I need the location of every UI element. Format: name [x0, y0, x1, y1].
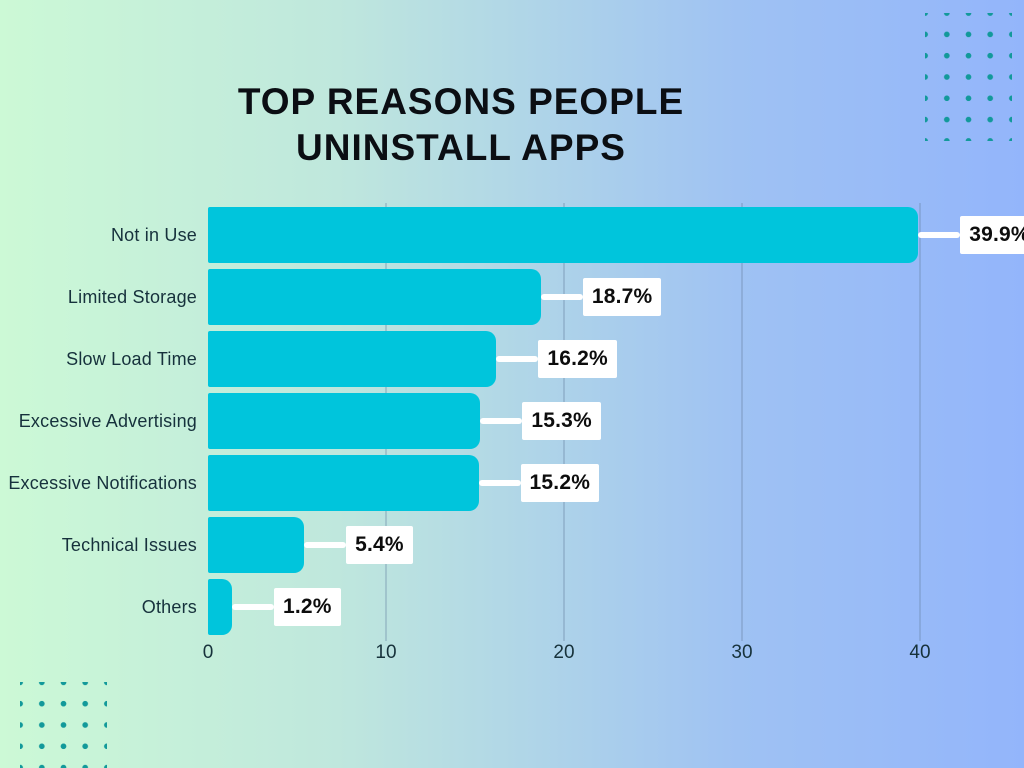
x-axis-tick: 10 [375, 642, 397, 663]
bar-rows: Not in Use 39.9% Limited Storage 18.7% S… [0, 207, 1024, 635]
value-label-box: 16.2% [538, 340, 617, 378]
bar [208, 517, 305, 573]
category-label: Excessive Advertising [18, 410, 197, 431]
bar [208, 455, 479, 511]
bar [208, 393, 481, 449]
value-label: 16.2% [547, 347, 608, 370]
chart-title-line1: TOP REASONS PEOPLE [237, 80, 685, 122]
x-axis-tick: 0 [202, 642, 214, 663]
connector-line [540, 294, 583, 300]
value-label: 18.7% [591, 285, 653, 308]
category-label: Not in Use [110, 224, 197, 245]
x-axis-tick: 20 [553, 642, 575, 663]
value-label-box: 39.9% [960, 216, 1024, 254]
category-label: Others [141, 596, 197, 617]
chart-row: Excessive Notifications 15.2% [0, 455, 1024, 511]
bar [208, 579, 232, 635]
value-label-box: 15.3% [522, 402, 601, 440]
chart-row: Technical Issues 5.4% [0, 517, 1024, 573]
connector-line [304, 542, 347, 548]
decorative-dot-grid-bottom-left [20, 682, 107, 768]
chart-title: TOP REASONS PEOPLE UNINSTALL APPS [0, 79, 922, 171]
chart-row: Others 1.2% [0, 579, 1024, 635]
bar [208, 331, 497, 387]
value-label: 5.4% [355, 533, 404, 556]
connector-line [480, 418, 523, 424]
connector-line [496, 356, 539, 362]
category-label: Excessive Notifications [8, 472, 197, 493]
x-axis-tick: 30 [731, 642, 753, 663]
category-label: Slow Load Time [66, 348, 197, 369]
x-axis-tick: 40 [909, 642, 931, 663]
chart-title-line2: UNINSTALL APPS [296, 126, 626, 168]
value-label-box: 18.7% [582, 278, 662, 316]
category-label: Technical Issues [61, 534, 197, 555]
value-label-box: 15.2% [520, 464, 600, 502]
bar [208, 269, 541, 325]
connector-line [232, 604, 274, 610]
value-label-box: 5.4% [346, 526, 413, 564]
decorative-dot-grid-top-right [925, 13, 1012, 141]
chart-row: Slow Load Time 16.2% [0, 331, 1024, 387]
value-label: 15.3% [531, 409, 592, 432]
value-label: 1.2% [283, 595, 332, 618]
value-label: 15.2% [529, 471, 591, 494]
chart-row: Limited Storage 18.7% [0, 269, 1024, 325]
value-label-box: 1.2% [274, 588, 341, 626]
value-label: 39.9% [969, 223, 1024, 246]
gridline [741, 203, 743, 641]
chart-row: Not in Use 39.9% [0, 207, 1024, 263]
connector-line [478, 480, 521, 486]
gridline [919, 203, 921, 641]
chart-row: Excessive Advertising 15.3% [0, 393, 1024, 449]
connector-line [918, 232, 961, 238]
bar [208, 207, 919, 263]
category-label: Limited Storage [67, 286, 197, 307]
